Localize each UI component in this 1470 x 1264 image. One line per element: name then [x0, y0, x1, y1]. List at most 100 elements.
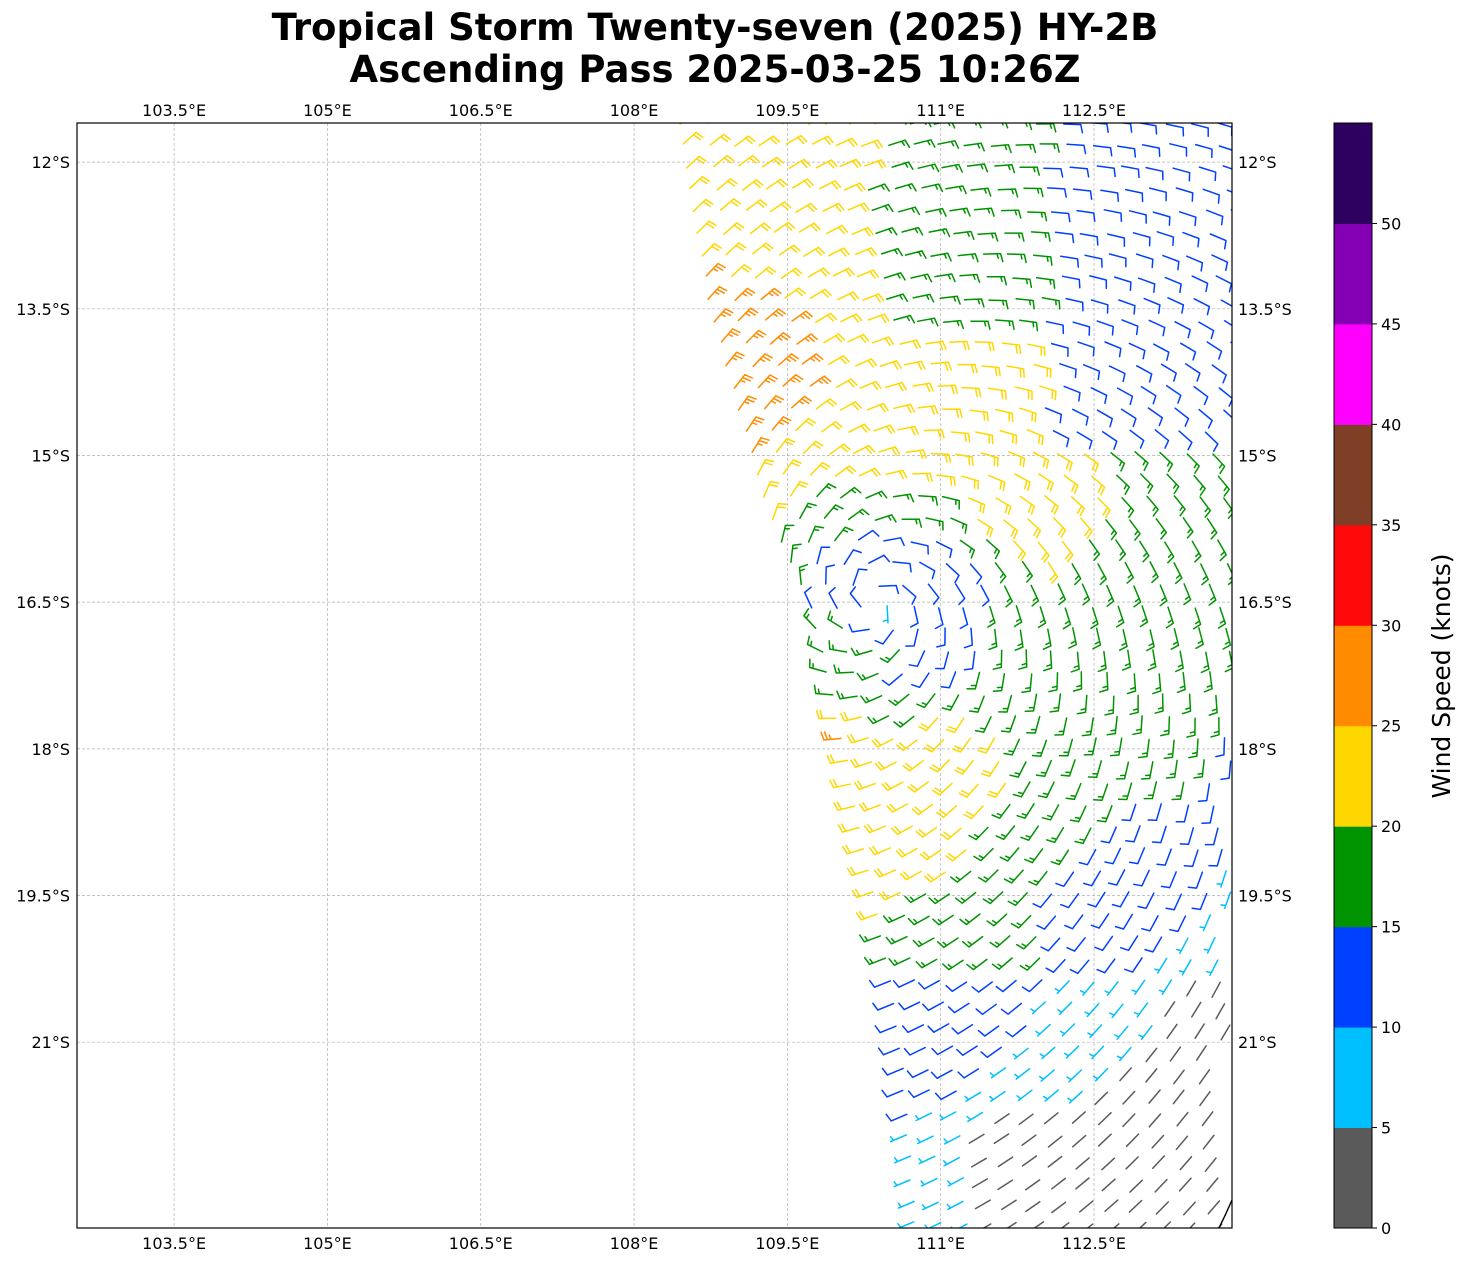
- wind-barb-shape: [796, 333, 818, 345]
- wind-barb-shape: [925, 517, 944, 531]
- wind-barb-shape: [874, 761, 897, 771]
- map-title-line1: Tropical Storm Twenty-seven (2025) HY-2B: [271, 6, 1159, 49]
- wind-barb-shape: [935, 651, 950, 670]
- wind-barb-shape: [1072, 408, 1089, 426]
- wind-barb-shape: [1016, 936, 1037, 950]
- wind-barb-shape: [762, 156, 784, 168]
- wind-barb: [995, 979, 1017, 993]
- wind-barb-shape: [1003, 738, 1020, 756]
- wind-barb: [1129, 1179, 1143, 1193]
- wind-barb: [1000, 1002, 1023, 1015]
- wind-barb-shape: [974, 1199, 991, 1210]
- wind-barb-shape: [1223, 409, 1232, 430]
- wind-barb: [1201, 805, 1215, 824]
- wind-barb-shape: [731, 112, 751, 122]
- wind-barb-shape: [1047, 1135, 1063, 1148]
- wind-barb-shape: [836, 690, 858, 700]
- wind-barb: [1035, 277, 1056, 289]
- wind-barb-shape: [1136, 365, 1153, 383]
- wind-barb: [771, 416, 792, 431]
- wind-barb-shape: [771, 502, 788, 521]
- wind-barb-shape: [928, 893, 951, 905]
- wind-barb-shape: [1057, 1001, 1073, 1016]
- wind-barb: [1139, 540, 1150, 563]
- wind-barb: [1178, 1177, 1192, 1192]
- wind-barb: [1072, 188, 1093, 200]
- wind-barb: [822, 202, 845, 213]
- wind-barb: [1199, 1090, 1211, 1107]
- wind-barb: [1193, 474, 1206, 496]
- wind-barb: [1008, 451, 1026, 468]
- wind-barb-shape: [867, 183, 890, 192]
- wind-barb-shape: [1152, 1155, 1166, 1170]
- wind-barb: [745, 199, 768, 211]
- wind-barb-shape: [923, 738, 945, 753]
- wind-barb: [827, 610, 844, 629]
- wind-barb-shape: [840, 486, 862, 499]
- wind-barb-shape: [883, 272, 906, 281]
- wind-barb: [974, 1199, 991, 1210]
- wind-barb-shape: [992, 649, 1003, 670]
- wind-barb: [923, 738, 945, 753]
- wind-barb-shape: [959, 273, 981, 284]
- wind-barb: [858, 467, 881, 477]
- wind-barb-shape: [953, 230, 975, 240]
- wind-barb-shape: [820, 731, 842, 741]
- wind-barb: [865, 490, 888, 499]
- wind-barb: [1165, 385, 1182, 404]
- wind-barb-shape: [1052, 517, 1067, 538]
- wind-barb-shape: [1174, 321, 1191, 339]
- wind-barb: [1088, 539, 1101, 562]
- wind-barb: [864, 159, 887, 169]
- wind-barb: [1101, 431, 1118, 450]
- wind-barb-shape: [808, 658, 827, 673]
- wind-barb: [982, 1223, 992, 1228]
- wind-barb-shape: [734, 135, 756, 147]
- wind-barb: [936, 937, 959, 949]
- wind-barb-shape: [1121, 803, 1137, 822]
- wind-barb: [899, 339, 922, 349]
- wind-barb: [782, 459, 802, 475]
- wind-barb: [1128, 1199, 1143, 1213]
- wind-barb: [939, 1111, 957, 1121]
- wind-barb: [924, 871, 946, 883]
- wind-barb-shape: [1156, 848, 1172, 866]
- wind-barb-shape: [1191, 275, 1209, 293]
- wind-barb-shape: [1140, 761, 1154, 780]
- wind-barb-shape: [1204, 1157, 1217, 1173]
- axis-ticks: 103.5°E103.5°E105°E105°E106.5°E106.5°E10…: [16, 101, 1292, 1253]
- wind-barb: [927, 1023, 950, 1033]
- wind-barb: [1032, 451, 1050, 469]
- wind-barb: [970, 320, 991, 330]
- wind-barb-shape: [1080, 517, 1093, 539]
- wind-barb: [1206, 1177, 1219, 1192]
- wind-barb-shape: [1101, 1178, 1116, 1192]
- wind-barb-shape: [1081, 583, 1091, 606]
- wind-barb: [765, 178, 788, 190]
- wind-barb: [809, 288, 832, 299]
- wind-barb-shape: [931, 1045, 954, 1056]
- wind-barb: [720, 328, 741, 343]
- wind-barb-shape: [1042, 628, 1052, 650]
- wind-barb-shape: [963, 651, 976, 671]
- wind-barb-shape: [1072, 321, 1091, 336]
- wind-barb: [1030, 231, 1051, 242]
- wind-barb: [1128, 210, 1147, 224]
- wind-barb: [1155, 1201, 1170, 1215]
- wind-barb: [840, 486, 862, 499]
- wind-barb-shape: [977, 518, 994, 538]
- wind-barb-shape: [966, 958, 988, 971]
- map-title-line2: Ascending Pass 2025-03-25 10:26Z: [349, 48, 1081, 91]
- wind-barb: [1079, 233, 1099, 246]
- wind-barb-shape: [847, 333, 870, 344]
- wind-barb: [829, 778, 851, 789]
- wind-barb: [942, 408, 963, 418]
- wind-barb: [885, 935, 908, 945]
- colorbar-bin: [1334, 424, 1372, 526]
- wind-barb: [820, 731, 842, 741]
- wind-barb-shape: [868, 845, 891, 856]
- colorbar-bin: [1334, 926, 1372, 1028]
- wind-barb-shape: [1178, 959, 1192, 976]
- wind-barb: [1116, 145, 1137, 158]
- wind-barb: [1042, 1089, 1060, 1102]
